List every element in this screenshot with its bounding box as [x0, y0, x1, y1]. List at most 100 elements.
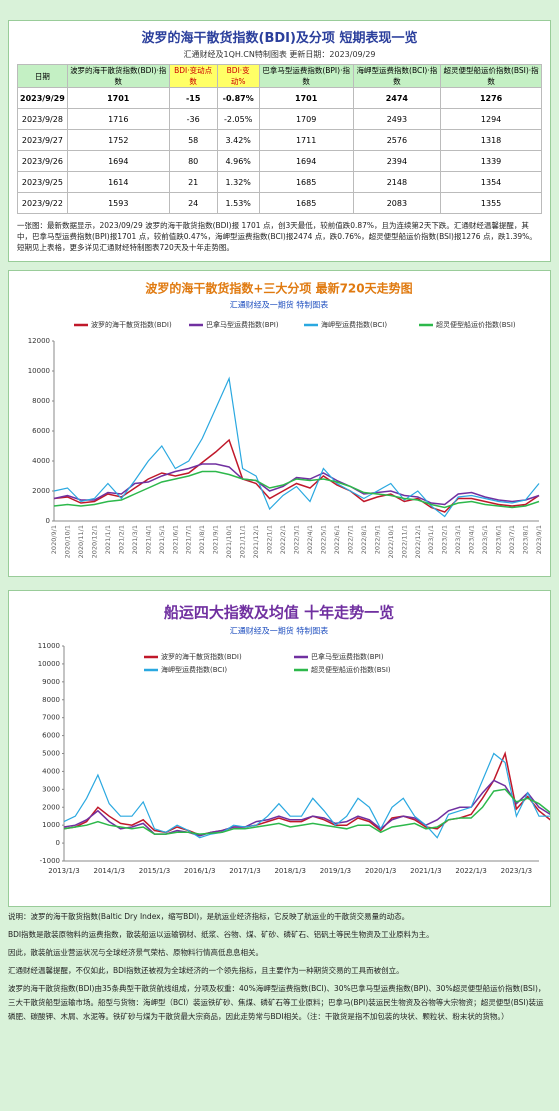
x-tick-label: 2022/7/1: [346, 525, 354, 554]
y-tick-label: 6000: [32, 427, 50, 435]
x-tick-label: 2023/2/1: [441, 525, 449, 554]
x-tick-label: 2023/1/1: [427, 525, 435, 554]
x-tick-label: 2021/2/1: [117, 525, 125, 554]
table-cell: 24: [168, 192, 218, 214]
table-cell: 1709: [258, 108, 354, 130]
y-tick-label: 2000: [32, 487, 50, 495]
x-tick-label: 2018/1/3: [274, 867, 305, 875]
x-tick-label: 2022/3/1: [293, 525, 301, 554]
table-cell: 1694: [258, 150, 354, 172]
table-cell: -15: [168, 87, 218, 109]
table-cell: 2023/9/25: [17, 171, 68, 193]
x-tick-label: 2021/6/1: [171, 525, 179, 554]
x-tick-label: 2023/9/1: [535, 525, 543, 554]
subtitle: 汇通财经及1QH.CN特制图表 更新日期：2023/09/29: [183, 50, 376, 59]
table-cell: 1614: [66, 171, 170, 193]
table-cell: 2394: [352, 150, 442, 172]
table-cell: 2023/9/29: [17, 87, 68, 109]
x-tick-label: 2022/1/1: [266, 525, 274, 554]
legend-label: 超灵便型船运价指数(BSI): [436, 320, 516, 329]
y-tick-label: 4000: [42, 767, 60, 775]
x-tick-label: 2013/1/3: [48, 867, 79, 875]
table-cell: 1685: [258, 171, 354, 193]
chart-box: 波罗的海干散货指数+三大分项 最新720天走势图 汇通财经及一期货 特制图表 0 20…: [8, 270, 551, 577]
table-cell: 2576: [352, 129, 442, 151]
line-series: [53, 438, 540, 513]
note: 说明：波罗的海干散货指数(Baltic Dry Index，缩写BDI)，是航运…: [8, 912, 410, 921]
table-cell: 1355: [440, 192, 542, 214]
note: BDI指数是散装原物料的运费指数，散装船运以运输钢材、纸浆、谷物、煤、矿砂、磷矿…: [8, 930, 434, 939]
table-cell: 1593: [66, 192, 170, 214]
legend-label: 波罗的海干散货指数(BDI): [91, 320, 172, 329]
table-row: 2023/9/27 1752 58 3.42% 1711 2576 1318: [17, 129, 542, 151]
legend-label: 巴拿马型运费指数(BPI): [311, 652, 384, 661]
y-tick-label: 2000: [42, 803, 60, 811]
x-tick-label: 2021/7/1: [185, 525, 193, 554]
table-cell: 1339: [440, 150, 542, 172]
table-cell: 1716: [66, 108, 170, 130]
table-row: 2023/9/22 1593 24 1.53% 1685 2083 1355: [17, 192, 542, 214]
summary-panel: 波罗的海干散货指数(BDI)及分项 短期表现一览 汇通财经及1QH.CN特制图表…: [8, 20, 551, 262]
x-tick-label: 2022/10/1: [387, 525, 395, 558]
table-cell: 2023/9/26: [17, 150, 68, 172]
x-tick-label: 2023/3/1: [454, 525, 462, 554]
x-tick-label: 2022/9/1: [373, 525, 381, 554]
table-cell: 2083: [352, 192, 442, 214]
y-tick-label: 7000: [42, 714, 60, 722]
y-tick-label: 0: [56, 839, 60, 847]
x-tick-label: 2020/12/1: [90, 525, 98, 558]
table-cell: 1.32%: [216, 171, 260, 193]
x-tick-label: 2022/6/1: [333, 525, 341, 554]
table-cell: -36: [168, 108, 218, 130]
x-tick-label: 2014/1/3: [94, 867, 125, 875]
y-tick-label: 1000: [42, 821, 60, 829]
x-tick-label: 2016/1/3: [184, 867, 215, 875]
x-tick-label: 2020/9/1: [50, 525, 58, 554]
x-tick-label: 2021/9/1: [212, 525, 220, 554]
x-tick-label: 2019/1/3: [320, 867, 351, 875]
x-tick-label: 2017/1/3: [229, 867, 260, 875]
line-series: [53, 376, 540, 518]
table-cell: 1694: [66, 150, 170, 172]
chart-subtitle: 汇通财经及一期货 特制图表: [230, 626, 329, 636]
y-tick-label: -1000: [40, 857, 60, 865]
x-tick-label: 2022/12/1: [414, 525, 422, 558]
table-cell: 1752: [66, 129, 170, 151]
table-cell: -0.87%: [216, 87, 260, 109]
y-tick-label: 5000: [42, 750, 60, 758]
y-tick-label: 0: [46, 517, 50, 525]
column-header: 波罗的海干散货指数(BDI)·指数: [66, 64, 170, 88]
table-cell: 3.42%: [216, 129, 260, 151]
x-tick-label: 2020/10/1: [63, 525, 71, 558]
y-tick-label: 8000: [42, 696, 60, 704]
table-row: 2023/9/29 1701 -15 -0.87% 1701 2474 1276: [17, 87, 542, 109]
x-tick-label: 2020/1/3: [365, 867, 396, 875]
x-tick-label: 2023/1/3: [501, 867, 532, 875]
x-tick-label: 2021/8/1: [198, 525, 206, 554]
y-tick-label: 9000: [42, 678, 60, 686]
table-cell: 2493: [352, 108, 442, 130]
table-cell: 1354: [440, 171, 542, 193]
y-tick-label: 10000: [38, 660, 60, 668]
column-header: BDI·变动点数: [168, 64, 218, 88]
table-cell: 1701: [66, 87, 170, 109]
line-series: [53, 470, 540, 509]
table-cell: 58: [168, 129, 218, 151]
table-cell: 1318: [440, 129, 542, 151]
table-row: 2023/9/28 1716 -36 -2.05% 1709 2493 1294: [17, 108, 542, 130]
legend-label: 巴拿马型运费指数(BPI): [206, 320, 279, 329]
y-tick-label: 3000: [42, 785, 60, 793]
x-tick-label: 2022/8/1: [360, 525, 368, 554]
y-tick-label: 11000: [38, 642, 60, 650]
legend-label: 波罗的海干散货指数(BDI): [161, 652, 242, 661]
chart-subtitle: 汇通财经及一期货 特制图表: [230, 300, 329, 310]
x-tick-label: 2021/12/1: [252, 525, 260, 558]
y-tick-label: 4000: [32, 457, 50, 465]
x-tick-label: 2021/1/3: [410, 867, 441, 875]
summary-text: 一张图：最新数据显示，2023/09/29 波罗的海干散货指数(BDI)报 17…: [17, 221, 537, 252]
note: 因此，散装航运业营运状况与全球经济景气荣枯、原物料行情高低息息相关。: [8, 948, 263, 957]
table-cell: 1.53%: [216, 192, 260, 214]
table-cell: 1711: [258, 129, 354, 151]
x-tick-label: 2023/4/1: [468, 525, 476, 554]
